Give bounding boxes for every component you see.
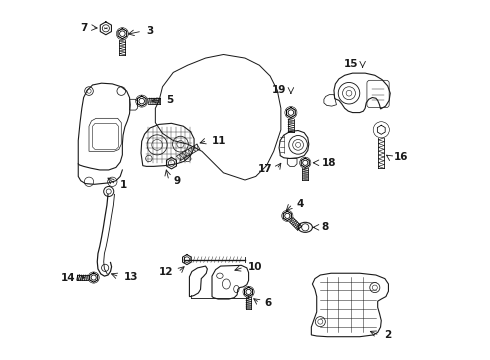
Text: 13: 13 bbox=[124, 272, 138, 282]
Text: 16: 16 bbox=[394, 152, 409, 162]
Text: 8: 8 bbox=[322, 222, 329, 232]
Text: 1: 1 bbox=[120, 180, 127, 190]
Text: 18: 18 bbox=[322, 158, 336, 168]
Text: 19: 19 bbox=[272, 85, 287, 95]
Text: 6: 6 bbox=[264, 298, 271, 308]
Text: 17: 17 bbox=[258, 164, 272, 174]
Text: 9: 9 bbox=[173, 176, 180, 186]
Text: 15: 15 bbox=[344, 59, 358, 69]
Text: 10: 10 bbox=[248, 262, 263, 272]
Text: 14: 14 bbox=[60, 273, 75, 283]
Text: 7: 7 bbox=[80, 23, 88, 33]
Text: 5: 5 bbox=[166, 95, 173, 105]
Text: 3: 3 bbox=[147, 26, 154, 36]
Text: 2: 2 bbox=[384, 330, 391, 340]
Text: 12: 12 bbox=[159, 267, 173, 277]
Text: 11: 11 bbox=[212, 136, 226, 145]
Text: 4: 4 bbox=[297, 199, 304, 209]
